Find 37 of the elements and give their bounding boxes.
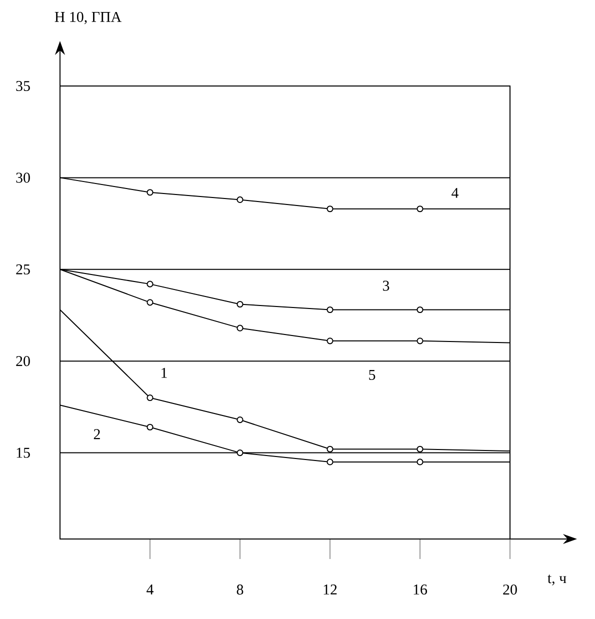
point xyxy=(236,416,244,424)
x-tick-label: 20 xyxy=(503,584,517,595)
point xyxy=(146,299,154,306)
point xyxy=(416,306,424,314)
y-tick-label: 20 xyxy=(16,356,30,366)
point xyxy=(326,446,334,452)
point xyxy=(326,338,334,344)
point xyxy=(416,206,424,212)
point xyxy=(146,280,154,288)
x-tick-label: 4 xyxy=(146,584,154,594)
point xyxy=(326,206,334,212)
series-label: 4 xyxy=(452,188,458,198)
point xyxy=(326,458,334,466)
point xyxy=(236,450,244,456)
x-tick-label: 8 xyxy=(236,584,244,595)
y-tick-label: 25 xyxy=(16,264,30,274)
point xyxy=(416,446,424,452)
y-tick-label: 30 xyxy=(16,172,30,183)
point xyxy=(236,196,244,203)
x-tick-label: 16 xyxy=(414,584,428,595)
point xyxy=(416,338,424,344)
series-label: 5 xyxy=(369,370,376,380)
y-axis-title: H 10, ГПА xyxy=(54,12,122,24)
point xyxy=(236,324,244,332)
point xyxy=(146,394,154,402)
y-tick-label: 35 xyxy=(16,80,30,92)
series-label: 2 xyxy=(94,429,100,440)
point xyxy=(326,306,334,314)
point xyxy=(146,424,154,430)
point xyxy=(236,300,244,308)
point xyxy=(146,189,154,196)
series-label: 3 xyxy=(382,280,390,291)
x-tick-label: 12 xyxy=(324,584,337,594)
series-label: 1 xyxy=(162,368,167,378)
x-axis-title: t, ч xyxy=(548,574,566,586)
point xyxy=(416,458,424,466)
y-tick-label: 15 xyxy=(16,448,30,458)
